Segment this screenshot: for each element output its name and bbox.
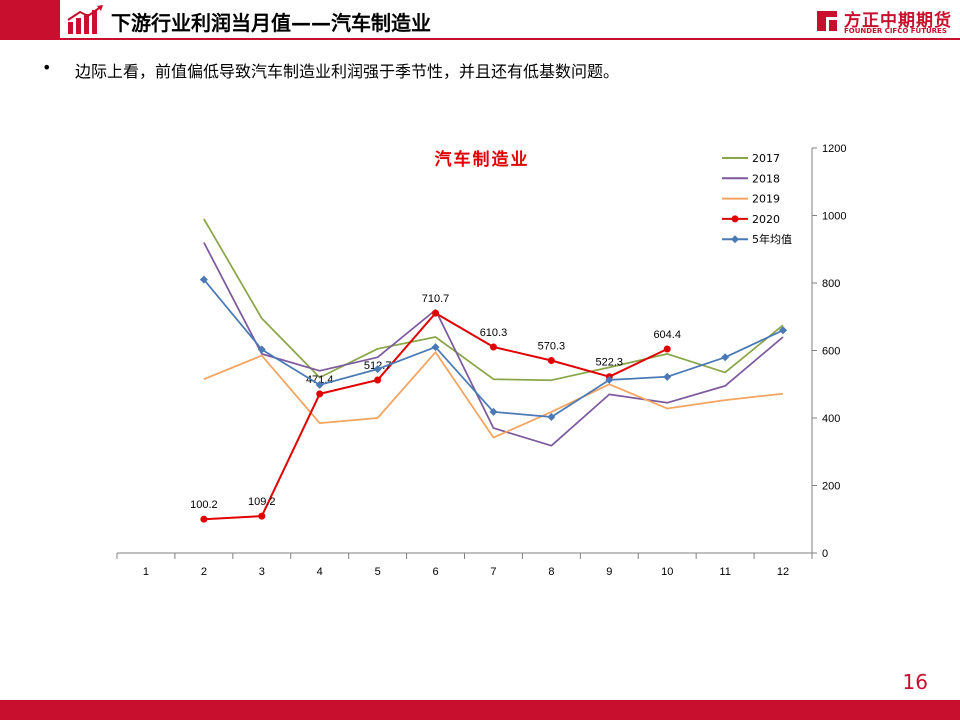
x-tick-label: 12 xyxy=(777,566,789,578)
y-tick-label: 600 xyxy=(822,346,840,358)
y-tick-label: 0 xyxy=(822,548,828,560)
x-tick-label: 2 xyxy=(201,566,207,578)
y-tick-label: 400 xyxy=(822,413,840,425)
x-tick-label: 3 xyxy=(259,566,265,578)
legend-label: 2017 xyxy=(752,152,780,165)
legend-label: 5年均值 xyxy=(752,232,792,246)
series-line-2019 xyxy=(203,351,784,439)
data-point-5年均值 xyxy=(199,275,208,284)
x-tick-label: 6 xyxy=(432,566,438,578)
data-label: 522.3 xyxy=(596,357,624,369)
data-label: 710.7 xyxy=(422,293,450,305)
data-point-5年均值 xyxy=(605,375,614,384)
data-point-2020 xyxy=(432,309,440,317)
data-point-5年均值 xyxy=(315,380,324,389)
x-tick-label: 7 xyxy=(490,566,496,578)
data-point-5年均值 xyxy=(721,353,730,362)
brand-name-en: FOUNDER CIFCO FUTURES xyxy=(844,27,947,35)
brand-logo: 方正中期期货 FOUNDER CIFCO FUTURES xyxy=(814,6,951,38)
header-rule xyxy=(0,38,960,40)
bullet-text: 边际上看，前值偏低导致汽车制造业利润强于季节性，并且还有低基数问题。 xyxy=(75,62,620,81)
y-tick-label: 1200 xyxy=(822,143,846,155)
x-tick-label: 5 xyxy=(375,566,381,578)
brand-logo-icon xyxy=(817,11,837,31)
x-tick-label: 10 xyxy=(661,566,673,578)
y-tick-label: 800 xyxy=(822,278,840,290)
rising-chart-icon xyxy=(67,5,103,34)
legend-marker-2020 xyxy=(731,215,739,223)
page-number: 16 xyxy=(902,670,928,694)
y-tick-label: 1000 xyxy=(822,211,846,223)
x-tick-label: 11 xyxy=(719,566,730,578)
data-label: 109.2 xyxy=(248,496,276,508)
data-point-5年均值 xyxy=(663,372,672,381)
data-point-5年均值 xyxy=(373,365,382,374)
data-point-2020 xyxy=(374,376,382,384)
data-point-2020 xyxy=(489,343,497,351)
x-tick-label: 4 xyxy=(317,566,323,578)
data-point-2020 xyxy=(316,390,324,398)
x-tick-label: 8 xyxy=(548,566,554,578)
x-tick-label: 9 xyxy=(606,566,612,578)
data-point-2020 xyxy=(258,512,266,520)
data-point-5年均值 xyxy=(431,343,440,352)
data-label: 100.2 xyxy=(190,499,218,511)
series-line-2017 xyxy=(203,218,784,382)
brand-name-cn: 方正中期期货 xyxy=(844,11,952,31)
legend-marker-5年均值 xyxy=(731,235,739,244)
legend-label: 2020 xyxy=(752,213,780,226)
data-label: 604.4 xyxy=(653,329,681,341)
data-label: 570.3 xyxy=(538,341,566,353)
legend-label: 2019 xyxy=(752,193,780,206)
data-point-5年均值 xyxy=(547,412,556,421)
page-title: 下游行业利润当月值——汽车制造业 xyxy=(111,11,431,35)
chart-title: 汽车制造业 xyxy=(435,149,530,170)
footer-bar xyxy=(0,700,960,720)
x-tick-label: 1 xyxy=(143,566,149,578)
series-line-2018 xyxy=(203,242,784,447)
y-tick-label: 200 xyxy=(822,481,840,493)
data-point-2020 xyxy=(663,345,671,353)
header-accent-bar xyxy=(0,0,60,38)
data-point-5年均值 xyxy=(257,345,266,354)
data-point-2020 xyxy=(200,515,208,523)
data-point-2020 xyxy=(547,357,555,365)
data-label: 610.3 xyxy=(480,327,508,339)
data-point-5年均值 xyxy=(489,407,498,416)
data-point-5年均值 xyxy=(779,326,788,335)
bullet-marker: • xyxy=(42,58,52,77)
legend-label: 2018 xyxy=(752,172,780,185)
